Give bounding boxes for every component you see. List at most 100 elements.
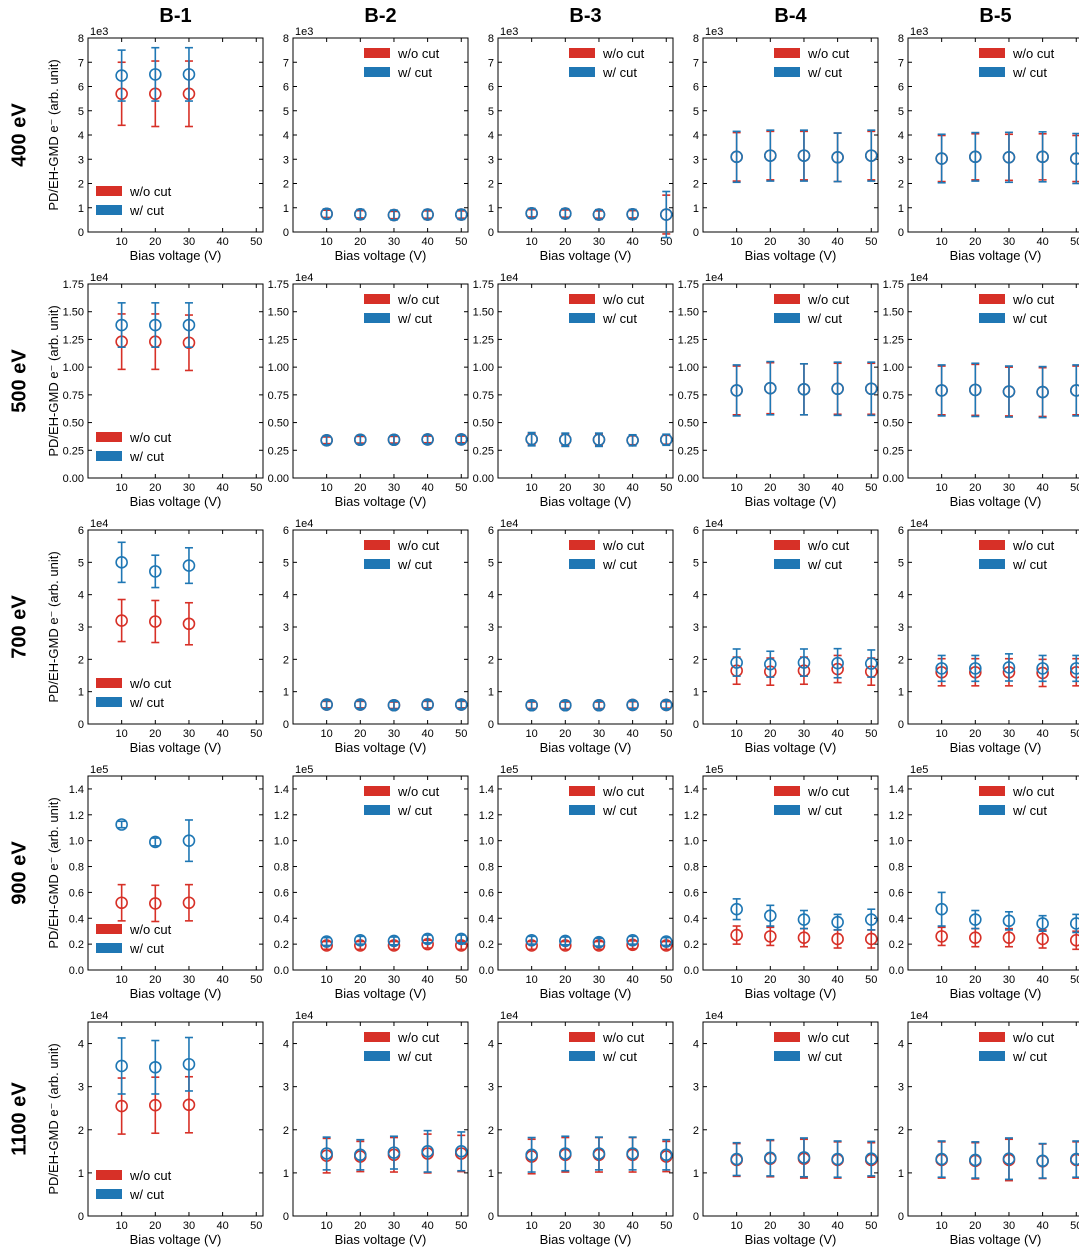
x-tick-label: 20 [354, 236, 366, 248]
x-tick-label: 10 [936, 482, 948, 494]
y-tick-label: 6 [488, 82, 494, 94]
x-tick-label: 30 [593, 728, 605, 740]
y-tick-label: 1.2 [684, 810, 699, 822]
x-tick-label: 40 [831, 482, 843, 494]
legend-label-w-cut: w/ cut [1012, 1049, 1047, 1064]
x-axis-label: Bias voltage (V) [130, 1232, 222, 1247]
axis-multiplier: 1e5 [910, 764, 928, 776]
legend-label-wo-cut: w/o cut [129, 430, 172, 445]
legend: w/o cut w/ cut [569, 538, 645, 572]
row-header-900-ev: 900 eV [8, 841, 30, 905]
axis-multiplier: 1e4 [295, 518, 313, 530]
series-wo_cut [935, 926, 1079, 951]
y-tick-label: 3 [898, 1082, 904, 1094]
subplot-b-4-1100-ev: 0 1 2 3 4 10 20 30 40 50 1e4 Bias voltage (V) w/o cu… [693, 1010, 879, 1247]
y-tick-label: 1.2 [274, 810, 289, 822]
column-header-b-3: B-3 [569, 5, 601, 27]
y-tick-label: 2 [693, 179, 699, 191]
legend: w/o cut w/ cut [96, 1168, 172, 1202]
y-tick-label: 1.00 [883, 362, 904, 374]
x-axis-label: Bias voltage (V) [950, 248, 1042, 263]
legend-label-w-cut: w/ cut [602, 803, 637, 818]
x-tick-label: 30 [593, 974, 605, 986]
x-tick-label: 40 [626, 974, 638, 986]
x-tick-label: 10 [936, 728, 948, 740]
y-tick-label: 0 [488, 227, 494, 239]
data-point [1069, 933, 1079, 947]
data-point [797, 931, 811, 944]
y-tick-label: 5 [78, 557, 84, 569]
x-tick-label: 40 [831, 728, 843, 740]
data-point [115, 614, 128, 627]
data-point [559, 698, 572, 712]
x-tick-label: 20 [764, 482, 776, 494]
data-point [454, 1145, 468, 1158]
x-tick-label: 10 [731, 236, 743, 248]
legend-label-w-cut: w/ cut [602, 311, 637, 326]
y-tick-label: 1 [488, 687, 494, 699]
axes-frame [87, 1021, 264, 1217]
legend: w/o cut w/ cut [774, 46, 850, 80]
legend-swatch-w-cut [364, 559, 390, 569]
data-point [831, 656, 844, 670]
legend-label-w-cut: w/ cut [602, 1049, 637, 1064]
x-tick-label: 50 [865, 974, 877, 986]
y-axis-label: PD/EH-GMD e⁻ (arb. unit) [46, 305, 61, 456]
data-point [730, 1152, 743, 1166]
x-tick-label: 50 [250, 482, 262, 494]
y-tick-label: 0.0 [274, 965, 289, 977]
y-tick-label: 1 [693, 687, 699, 699]
y-tick-label: 0.8 [889, 862, 904, 874]
legend-swatch-w-cut [364, 67, 390, 77]
data-point [864, 913, 878, 926]
x-tick-label: 50 [1070, 728, 1079, 740]
x-tick-label: 20 [149, 482, 161, 494]
y-tick-label: 0.4 [889, 913, 904, 925]
legend-label-wo-cut: w/o cut [1012, 1030, 1055, 1045]
x-tick-label: 50 [1070, 1220, 1079, 1232]
y-tick-label: 1.2 [479, 810, 494, 822]
legend-label-wo-cut: w/o cut [807, 46, 850, 61]
legend: w/o cut w/ cut [774, 784, 850, 818]
legend: w/o cut w/ cut [96, 922, 172, 956]
data-point [864, 382, 878, 396]
y-tick-label: 3 [693, 622, 699, 634]
y-tick-label: 1 [898, 687, 904, 699]
series-w_cut [115, 818, 196, 863]
y-tick-label: 1 [898, 203, 904, 215]
series-w_cut [935, 131, 1079, 185]
x-tick-label: 40 [421, 482, 433, 494]
legend-label-wo-cut: w/o cut [129, 184, 172, 199]
legend-label-w-cut: w/ cut [602, 65, 637, 80]
x-tick-label: 30 [798, 728, 810, 740]
legend: w/o cut w/ cut [364, 538, 440, 572]
x-axis-label: Bias voltage (V) [540, 494, 632, 509]
x-tick-label: 50 [250, 728, 262, 740]
y-tick-label: 8 [283, 33, 289, 45]
data-point [1036, 662, 1049, 675]
y-tick-label: 5 [488, 557, 494, 569]
legend-swatch-wo-cut [96, 924, 122, 934]
data-point [559, 207, 572, 220]
legend-label-wo-cut: w/o cut [807, 292, 850, 307]
legend-swatch-wo-cut [979, 294, 1005, 304]
data-point [1002, 931, 1016, 944]
x-axis-label: Bias voltage (V) [130, 986, 222, 1001]
legend-swatch-w-cut [96, 1189, 122, 1199]
series-w_cut [115, 302, 196, 348]
legend-swatch-w-cut [96, 943, 122, 953]
y-tick-label: 0.00 [268, 473, 289, 485]
y-tick-label: 0.25 [63, 445, 84, 457]
x-tick-label: 50 [455, 236, 467, 248]
axis-multiplier: 1e4 [295, 1010, 313, 1022]
x-tick-label: 40 [1036, 236, 1048, 248]
y-tick-label: 1 [283, 1168, 289, 1180]
y-tick-label: 1.0 [684, 836, 699, 848]
x-tick-label: 30 [388, 482, 400, 494]
series-w_cut [525, 698, 673, 712]
legend-swatch-wo-cut [96, 432, 122, 442]
subplot-b-2-700-ev: 0 1 2 3 4 5 6 10 20 30 40 50 1e4 Bias voltage (V) w/o … [283, 518, 469, 755]
y-tick-label: 0.50 [63, 418, 84, 430]
y-tick-label: 1.00 [678, 362, 699, 374]
axis-multiplier: 1e4 [500, 518, 518, 530]
